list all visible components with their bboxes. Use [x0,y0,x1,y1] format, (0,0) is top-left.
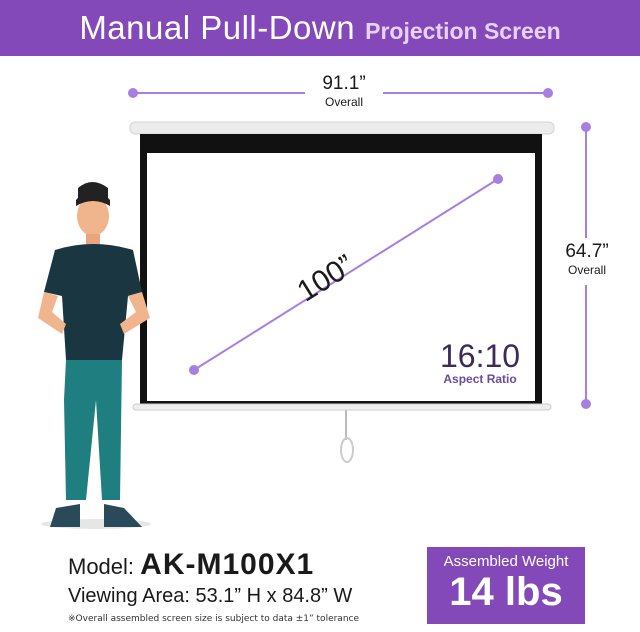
model-number: AK-M100X1 [140,548,315,581]
weight-value: 14 lbs [449,570,563,614]
person-illustration [38,182,151,529]
header-banner: Manual Pull-Down Projection Screen [0,0,640,56]
diagonal-line [189,174,503,375]
weight-box: Assembled Weight 14 lbs [427,547,585,624]
height-value: 64.7” [565,241,609,262]
page-title: Manual Pull-Down [79,9,356,46]
width-label: 91.1” Overall [305,73,383,109]
tolerance-note: ※Overall assembled screen size is subjec… [68,614,360,624]
model-line: Model: AK-M100X1 [68,548,314,582]
height-label: 64.7” Overall [552,241,622,277]
weight-label: Assembled Weight [443,553,569,570]
viewing-area: Viewing Area: 53.1” H x 84.8” W [68,585,353,607]
height-dimension-line [581,122,591,409]
page-subtitle: Projection Screen [365,17,561,44]
projection-screen [129,121,555,463]
height-caption: Overall [567,263,606,277]
aspect-value: 16:10 [440,338,521,374]
width-value: 91.1” [322,73,366,94]
width-dimension-line [128,88,553,98]
width-caption: Overall [324,95,363,109]
aspect-ratio: 16:10 Aspect Ratio [440,340,520,386]
aspect-caption: Aspect Ratio [443,372,517,386]
model-label: Model: [68,554,135,579]
